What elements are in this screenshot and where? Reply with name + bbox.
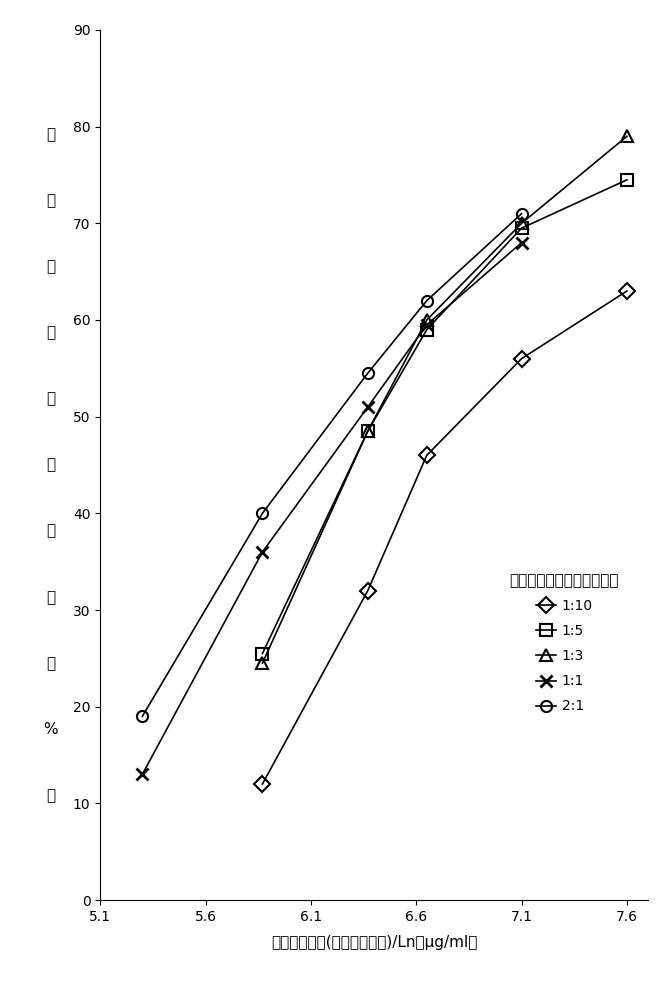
1:10 bbox=[423, 449, 431, 461]
Line: 2:1: 2:1 bbox=[137, 208, 527, 722]
Text: 胶: 胶 bbox=[46, 127, 55, 142]
Text: 原: 原 bbox=[46, 193, 55, 208]
1:3 bbox=[364, 425, 372, 437]
1:10 bbox=[518, 353, 526, 365]
1:5 bbox=[259, 648, 267, 660]
1:1 bbox=[423, 319, 431, 331]
2:1 bbox=[138, 710, 146, 722]
2:1 bbox=[364, 367, 372, 379]
2:1 bbox=[518, 208, 526, 220]
1:3 bbox=[518, 217, 526, 229]
2:1 bbox=[423, 295, 431, 307]
Legend: 1:10, 1:5, 1:3, 1:1, 2:1: 1:10, 1:5, 1:3, 1:1, 2:1 bbox=[504, 567, 625, 719]
1:1 bbox=[364, 401, 372, 413]
Text: 制: 制 bbox=[46, 524, 55, 539]
Line: 1:10: 1:10 bbox=[257, 285, 633, 790]
1:3 bbox=[423, 314, 431, 326]
1:5 bbox=[364, 425, 372, 437]
1:10 bbox=[259, 778, 267, 790]
1:5 bbox=[518, 222, 526, 234]
Text: 率: 率 bbox=[46, 590, 55, 605]
Text: 抑: 抑 bbox=[46, 458, 55, 473]
Text: 性: 性 bbox=[46, 391, 55, 406]
Line: 1:3: 1:3 bbox=[257, 131, 633, 669]
X-axis label: 对数质量浓度(胶原酶抑制剂)/Ln（μg/ml）: 对数质量浓度(胶原酶抑制剂)/Ln（μg/ml） bbox=[271, 935, 477, 950]
Line: 1:5: 1:5 bbox=[257, 174, 633, 659]
1:3 bbox=[259, 657, 267, 669]
1:5 bbox=[623, 174, 631, 186]
Text: ）: ） bbox=[46, 788, 55, 803]
1:1 bbox=[259, 546, 267, 558]
Text: %: % bbox=[43, 722, 58, 737]
Text: 活: 活 bbox=[46, 325, 55, 340]
1:1 bbox=[138, 768, 146, 780]
Line: 1:1: 1:1 bbox=[137, 237, 527, 780]
1:5 bbox=[423, 324, 431, 336]
Text: （: （ bbox=[46, 656, 55, 671]
Text: 酶: 酶 bbox=[46, 259, 55, 274]
2:1 bbox=[259, 507, 267, 519]
1:10 bbox=[623, 285, 631, 297]
1:1 bbox=[518, 237, 526, 249]
1:3 bbox=[623, 130, 631, 142]
1:10 bbox=[364, 585, 372, 597]
